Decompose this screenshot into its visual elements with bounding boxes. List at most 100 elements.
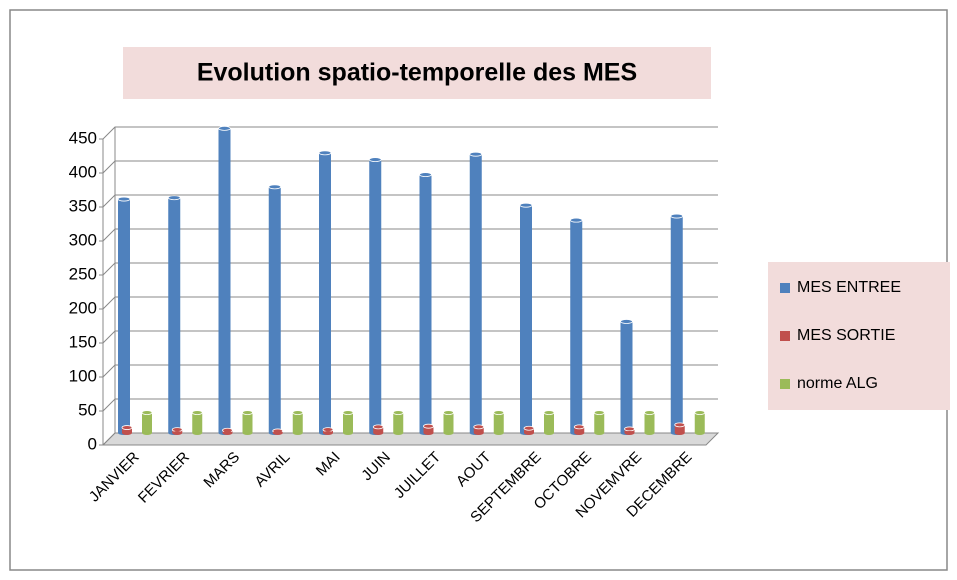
- bar-base: [594, 431, 605, 435]
- bar-cap: [141, 410, 153, 416]
- bar: [242, 412, 253, 433]
- grid-line: [102, 364, 718, 378]
- bar-base: [142, 431, 152, 435]
- bar: [570, 220, 583, 433]
- bar: [142, 412, 152, 433]
- legend-label: MES SORTIE: [797, 327, 895, 344]
- y-tick-label: 0: [88, 434, 97, 453]
- bar: [168, 197, 181, 433]
- bar: [520, 205, 532, 433]
- bar: [192, 412, 203, 433]
- y-tick-label: 150: [69, 332, 97, 351]
- bar-cap: [523, 425, 535, 431]
- grid-line: [102, 262, 718, 276]
- bar: [469, 154, 482, 433]
- bar-cap: [372, 424, 384, 430]
- y-tick-label: 350: [69, 196, 97, 215]
- legend-box: [768, 262, 950, 410]
- bar-base: [694, 431, 705, 435]
- bar-cap: [624, 426, 635, 432]
- bar-cap: [670, 213, 684, 219]
- y-tick-label: 300: [69, 230, 97, 249]
- bar-cap: [620, 319, 633, 324]
- bar: [473, 426, 484, 433]
- legend-label: norme ALG: [797, 375, 878, 392]
- bar-cap: [569, 217, 583, 223]
- bar: [644, 412, 655, 433]
- grid-line: [102, 432, 718, 446]
- bar-cap: [419, 172, 432, 178]
- bar: [594, 412, 605, 433]
- bar: [674, 424, 685, 433]
- y-tick-label: 400: [69, 162, 97, 181]
- bar-base: [172, 431, 183, 435]
- bar-cap: [121, 425, 133, 430]
- bar-base: [423, 431, 434, 435]
- legend-swatch: [780, 283, 790, 293]
- bar-cap: [318, 150, 332, 156]
- legend-swatch: [780, 379, 790, 389]
- bar-base: [192, 431, 203, 435]
- grid-line: [102, 228, 718, 242]
- bar-base: [644, 431, 655, 435]
- bar-cap: [342, 410, 354, 416]
- grid-line: [102, 398, 718, 412]
- bar-base: [544, 431, 554, 435]
- y-tick-label: 450: [69, 128, 97, 147]
- bar-base: [343, 431, 353, 435]
- y-tick-label: 100: [69, 366, 97, 385]
- bar-cap: [292, 410, 304, 416]
- bar: [419, 174, 432, 433]
- bar-base: [222, 431, 233, 435]
- bar-base: [524, 431, 534, 435]
- bar: [694, 412, 705, 433]
- bar-cap: [573, 424, 585, 430]
- bar-base: [242, 431, 253, 435]
- title-box: [123, 47, 711, 99]
- bar-cap: [493, 410, 505, 416]
- bar-cap: [473, 424, 485, 430]
- bar-base: [323, 431, 333, 435]
- bar: [443, 412, 454, 433]
- bar-cap: [543, 410, 555, 416]
- bar: [218, 128, 231, 434]
- bar-cap: [519, 202, 533, 208]
- bar: [493, 412, 504, 433]
- bar-base: [122, 431, 132, 435]
- bar: [670, 216, 683, 433]
- bar-cap: [242, 410, 253, 416]
- bar: [319, 152, 331, 433]
- bar-base: [473, 431, 484, 435]
- grid-line: [102, 194, 718, 208]
- bar-cap: [593, 410, 605, 416]
- bar-base: [493, 431, 504, 435]
- bar: [292, 412, 303, 433]
- bar-cap: [694, 410, 706, 416]
- bar-cap: [167, 195, 181, 201]
- bar-cap: [117, 196, 131, 202]
- bar: [423, 426, 434, 433]
- bar-base: [574, 431, 585, 435]
- bar-cap: [674, 422, 686, 428]
- bar: [343, 412, 353, 433]
- bar-cap: [469, 151, 483, 157]
- bar-cap: [443, 410, 454, 416]
- grid-line: [102, 160, 718, 174]
- bar: [393, 412, 404, 433]
- bar-cap: [268, 184, 282, 190]
- y-tick-label: 200: [69, 298, 97, 317]
- grid-line: [102, 330, 718, 344]
- bar-cap: [218, 125, 231, 131]
- grid-line: [102, 126, 718, 140]
- bar: [118, 199, 130, 433]
- bar-base: [272, 431, 283, 435]
- bar-cap: [191, 410, 203, 416]
- bar: [369, 159, 382, 433]
- bar-cap: [644, 410, 655, 416]
- bar-base: [393, 431, 404, 435]
- bar-cap: [423, 423, 434, 429]
- bar-base: [674, 431, 685, 435]
- bar: [373, 426, 384, 433]
- bar: [544, 412, 554, 433]
